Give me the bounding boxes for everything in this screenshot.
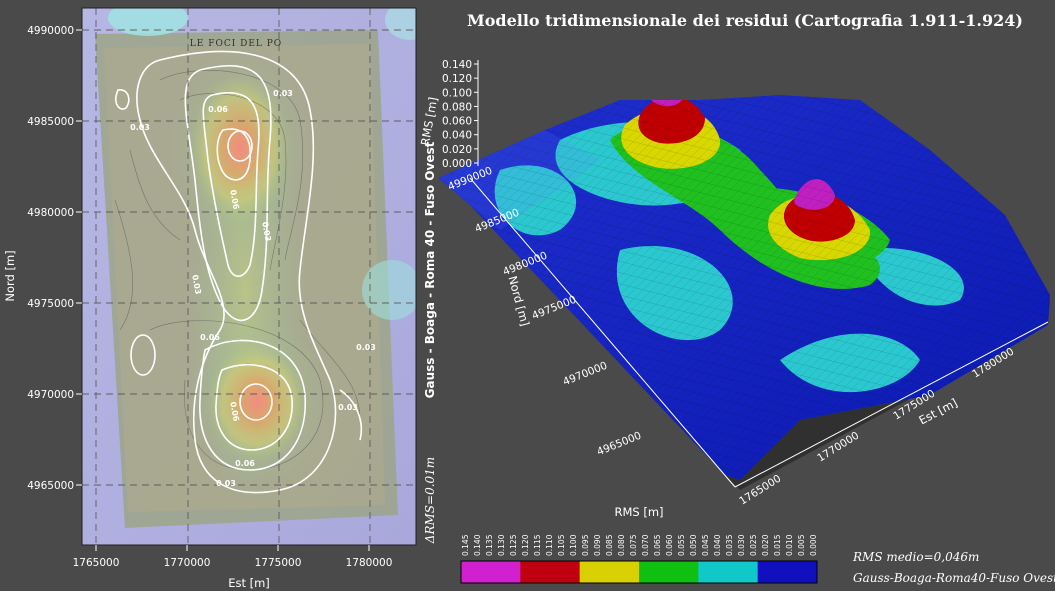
colorbar-tick-label: 0.020: [761, 534, 770, 556]
colorbar-tick-label: 0.060: [665, 534, 674, 556]
contour-label: 0.03: [260, 221, 272, 242]
colorbar-label: RMS [m]: [614, 505, 663, 519]
colorbar-tick-label: 0.110: [545, 534, 554, 556]
colorbar-band: [461, 561, 521, 583]
map-2d-panel: 0.06 0.03 0.03 0.06 0.03 0.03 0.06 0.06 0.03 0.06…: [3, 7, 437, 590]
colorbar-band: [757, 561, 818, 583]
contour-label: 0.03: [273, 89, 293, 98]
contour-label: 0.06: [200, 333, 220, 342]
colorbar-tick-label: 0.145: [461, 534, 470, 556]
surface-ztick-label: 0.020: [442, 144, 472, 156]
colorbar-tick-label: 0.115: [533, 534, 542, 556]
colorbar-tick-label: 0.135: [485, 534, 494, 556]
map-interval-label: ΔRMS=0.01m: [423, 457, 437, 544]
colorbar-tick-label: 0.045: [701, 534, 710, 556]
contour-label: 0.03: [190, 274, 202, 295]
map-xtick-label: 1770000: [164, 557, 211, 569]
colorbar-tick-label: 0.025: [749, 534, 758, 556]
map-ylabel: Nord [m]: [3, 250, 17, 301]
colorbar-tick-label: 0.065: [653, 534, 662, 556]
colorbar-tick-label: 0.130: [497, 534, 506, 556]
map-ytick-label: 4985000: [27, 116, 74, 128]
contour-label: 0.06: [235, 459, 255, 468]
map-ytick-label: 4975000: [27, 298, 74, 310]
surface-3d-panel: 0.140 0.120 0.100 0.080 0.060 0.040 0.020 0.000…: [418, 59, 1050, 508]
surface-ztick-label: 0.120: [442, 73, 472, 85]
map-ytick-label: 4980000: [27, 207, 74, 219]
contour-label: 0.03: [130, 123, 150, 132]
contour-label: 0.03: [338, 403, 358, 412]
colorbar-tick-label: 0.030: [737, 534, 746, 556]
crs-note: Gauss-Boaga-Roma40-Fuso Ovest: [853, 571, 1055, 585]
colorbar-tick-label: 0.085: [605, 534, 614, 556]
surface-ztick-label: 0.040: [442, 130, 472, 142]
map-xtick-label: 1765000: [73, 557, 120, 569]
contour-label: 0.06: [228, 189, 240, 210]
rms-peak-south: [207, 342, 307, 462]
rms-peak-north: [190, 73, 290, 223]
colorbar-tick-label: 0.100: [569, 534, 578, 556]
surface-ytick-label: 4965000: [595, 430, 643, 459]
surface-ztick-label: 0.080: [442, 101, 472, 113]
colorbar-tick-label: 0.090: [593, 534, 602, 556]
map-xtick-label: 1775000: [255, 557, 302, 569]
colorbar-tick-label: 0.050: [689, 534, 698, 556]
colorbar-tick-label: 0.040: [713, 534, 722, 556]
colorbar-tick-label: 0.015: [773, 534, 782, 556]
colorbar-tick-label: 0.055: [677, 534, 686, 556]
colorbar-tick-label: 0.125: [509, 534, 518, 556]
colorbar: RMS [m] 0.145 0.140 0.135 0.130 0.125 0.120 0.…: [460, 505, 818, 584]
colorbar-tick-label: 0.140: [473, 534, 482, 556]
figure-title: Modello tridimensionale dei residui (Car…: [467, 11, 1023, 30]
colorbar-tick-label: 0.120: [521, 534, 530, 556]
colorbar-tick-label: 0.095: [581, 534, 590, 556]
colorbar-tick-label: 0.035: [725, 534, 734, 556]
surface-ylabel: Nord [m]: [505, 274, 532, 327]
colorbar-band: [698, 561, 759, 583]
colorbar-tick-label: 0.070: [641, 534, 650, 556]
surface-ztick-label: 0.140: [442, 59, 472, 71]
colorbar-band: [639, 561, 699, 583]
colorbar-tick-label: 0.000: [809, 534, 818, 556]
map-ytick-label: 4990000: [27, 25, 74, 37]
contour-label: 0.06: [208, 105, 228, 114]
colorbar-band: [520, 561, 581, 583]
contour-label: 0.03: [216, 479, 236, 488]
colorbar-tick-label: 0.010: [785, 534, 794, 556]
map-sheet-title: LE FOCI DEL PO: [190, 39, 282, 49]
map-ytick-label: 4970000: [27, 389, 74, 401]
surface-zlabel: RMS [m]: [418, 96, 440, 147]
map-xtick-label: 1780000: [346, 557, 393, 569]
colorbar-band: [579, 561, 640, 583]
map-xlabel: Est [m]: [228, 576, 270, 590]
colorbar-tick-label: 0.105: [557, 534, 566, 556]
surface-ytick-label: 4970000: [561, 360, 609, 389]
colorbar-tick-label: 0.005: [797, 534, 806, 556]
surface-ztick-label: 0.060: [442, 116, 472, 128]
surface-ztick-label: 0.000: [442, 158, 472, 170]
colorbar-tick-label: 0.075: [629, 534, 638, 556]
contour-label: 0.03: [356, 343, 376, 352]
colorbar-tick-label: 0.080: [617, 534, 626, 556]
rms-mean-note: RMS medio=0,046m: [852, 550, 979, 564]
map-ytick-label: 4965000: [27, 480, 74, 492]
surface-ztick-label: 0.100: [442, 87, 472, 99]
contour-label: 0.06: [228, 401, 240, 422]
map-crs-label: Gauss - Boaga - Roma 40 - Fuso Ovest: [423, 141, 437, 398]
